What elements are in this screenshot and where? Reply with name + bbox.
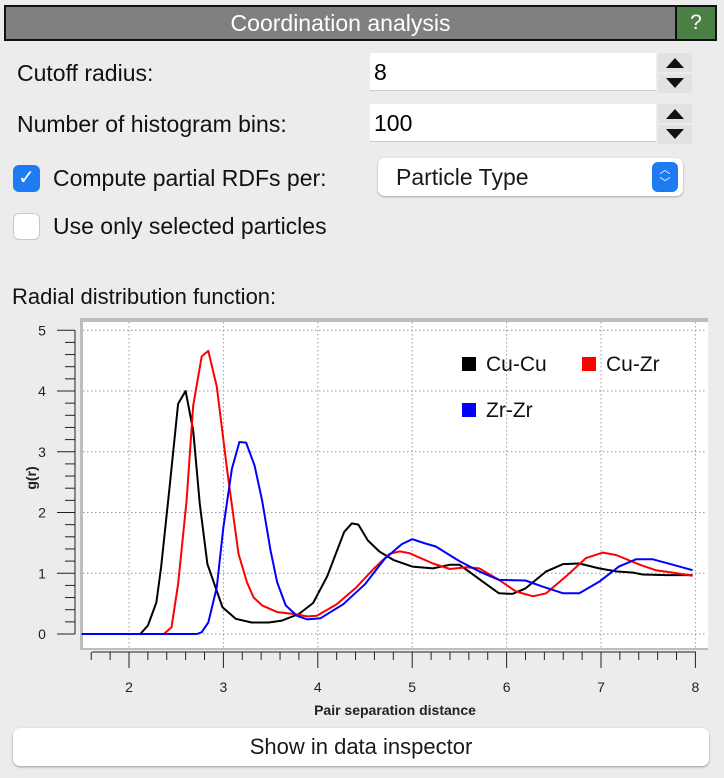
y-tick-label: 4 <box>38 383 46 399</box>
increment-button[interactable] <box>658 104 692 123</box>
series-line-zr-zr <box>81 441 693 635</box>
histogram-bins-input[interactable]: 100 <box>370 104 656 142</box>
updown-chevron-icon: ︿ ﹀ <box>652 162 678 192</box>
y-axis-label: g(r) <box>23 466 39 489</box>
arrow-up-icon <box>666 109 684 119</box>
decrement-button[interactable] <box>658 125 692 144</box>
cutoff-radius-label: Cutoff radius: <box>17 60 154 86</box>
legend-swatch <box>462 403 476 417</box>
help-button[interactable]: ? <box>675 7 715 39</box>
x-tick-label: 2 <box>125 679 133 695</box>
partial-rdf-mode-select[interactable]: Particle Type ︿ ﹀ <box>378 158 683 196</box>
show-in-data-inspector-button[interactable]: Show in data inspector <box>13 728 709 766</box>
x-tick-label: 5 <box>408 679 416 695</box>
series-line-cu-zr <box>81 349 693 635</box>
x-tick-label: 4 <box>314 679 322 695</box>
arrow-down-icon <box>666 78 684 88</box>
arrow-down-icon <box>666 129 684 139</box>
legend-label: Cu-Cu <box>486 353 547 376</box>
cutoff-radius-spinner[interactable] <box>658 53 692 93</box>
partial-rdf-checkbox[interactable]: ✓ <box>13 165 40 192</box>
selected-mode: Particle Type <box>396 164 529 190</box>
selected-only-label: Use only selected particles <box>53 213 327 239</box>
series-line-cu-cu <box>81 390 693 635</box>
increment-button[interactable] <box>658 53 692 72</box>
legend-swatch <box>462 357 476 371</box>
y-tick-label: 5 <box>38 322 46 338</box>
x-tick-label: 3 <box>220 679 228 695</box>
legend-swatch <box>582 357 596 371</box>
y-tick-label: 2 <box>38 505 46 521</box>
legend-label: Zr-Zr <box>486 399 533 422</box>
cutoff-radius-input[interactable]: 8 <box>370 53 656 91</box>
x-tick-label: 7 <box>597 679 605 695</box>
rdf-section-title: Radial distribution function: <box>12 284 277 309</box>
x-axis-label: Pair separation distance <box>314 702 476 718</box>
histogram-bins-spinner[interactable] <box>658 104 692 144</box>
partial-rdf-label: Compute partial RDFs per: <box>53 165 327 191</box>
y-tick-label: 0 <box>38 626 46 642</box>
legend-label: Cu-Zr <box>606 353 660 376</box>
decrement-button[interactable] <box>658 74 692 93</box>
selected-only-checkbox[interactable] <box>13 213 40 240</box>
panel-title: Coordination analysis <box>230 10 451 36</box>
histogram-bins-label: Number of histogram bins: <box>17 111 287 137</box>
checkmark-icon: ✓ <box>18 167 35 189</box>
arrow-up-icon <box>666 58 684 68</box>
y-tick-label: 1 <box>38 565 46 581</box>
y-tick-label: 3 <box>38 444 46 460</box>
x-tick-label: 6 <box>503 679 511 695</box>
panel-header: Coordination analysis ? <box>4 5 717 41</box>
x-tick-label: 8 <box>692 679 700 695</box>
